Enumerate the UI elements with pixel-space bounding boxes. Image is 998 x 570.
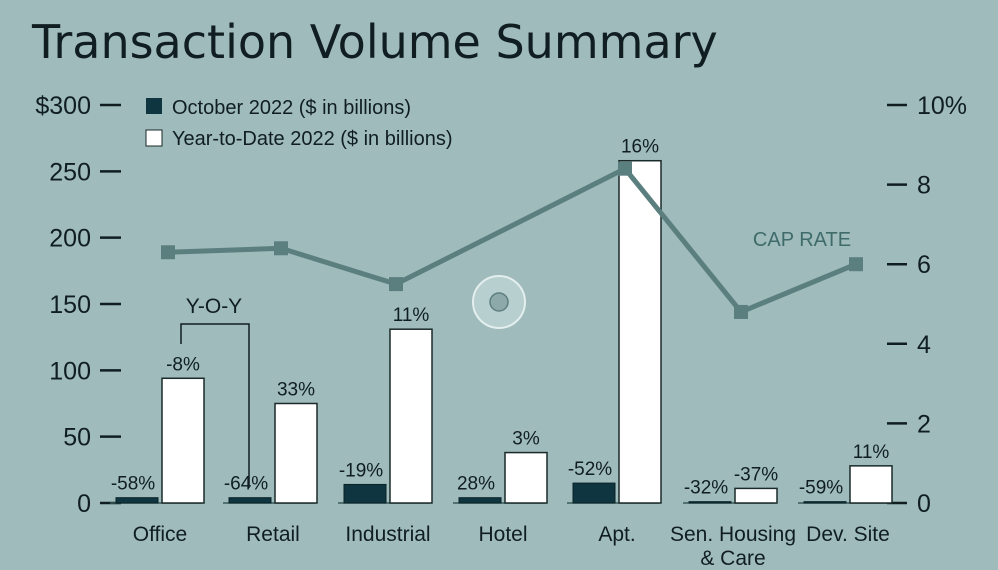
y-right-tick-label: 4 [917, 331, 931, 359]
y-right-tick-label: 0 [917, 490, 931, 518]
chart-title: Transaction Volume Summary [31, 15, 718, 69]
yoy-annotation-label: Y-O-Y [186, 295, 242, 318]
cap-rate-no-data-dot [489, 292, 509, 312]
cap-rate-point [734, 304, 748, 319]
cap-rate-line-group: CAP RATE [161, 161, 863, 329]
bar-october [458, 497, 502, 504]
y-left-tick-label: $300 [35, 92, 91, 120]
legend-swatch-ytd [145, 129, 163, 147]
yoy-bracket [180, 323, 250, 488]
category-label: Office [133, 523, 187, 546]
legend-label-october: October 2022 ($ in billions) [172, 97, 411, 119]
bar-october-yoy-label: -58% [111, 474, 155, 495]
legend-swatch-october [146, 98, 162, 114]
category-label: Dev. Site [806, 523, 890, 546]
cap-rate-point [161, 245, 175, 260]
y-left-tick-label: 250 [49, 158, 91, 186]
cap-rate-point [849, 257, 863, 272]
y-left-tick-label: 50 [63, 424, 91, 452]
bar-ytd [389, 328, 433, 504]
y-right-tick-label: 8 [917, 172, 931, 200]
bar-ytd-yoy-label: 11% [393, 305, 430, 326]
bar-ytd-yoy-label: 33% [277, 380, 315, 401]
category-label: Hotel [478, 523, 527, 546]
bar-ytd [504, 451, 548, 504]
category-label: Retail [246, 523, 300, 546]
bar-ytd-yoy-label: 11% [853, 442, 890, 463]
y-right-tick-label: 6 [917, 251, 931, 279]
bar-october [343, 483, 387, 504]
bar-ytd [618, 159, 662, 504]
y-left-tick-label: 150 [49, 291, 91, 319]
category-label: Sen. Housing [670, 523, 796, 546]
bar-ytd-yoy-label: -8% [166, 354, 200, 375]
y-left-tick-label: 0 [77, 490, 91, 518]
bar-ytd [734, 487, 778, 504]
category-label: Industrial [345, 523, 430, 546]
annotations-group: Y-O-Y [180, 295, 250, 488]
y-left-tick-label: 200 [49, 225, 91, 253]
bar-october [572, 482, 616, 504]
category-label: Apt. [598, 523, 635, 546]
y-right-tick-label: 2 [917, 410, 931, 438]
bar-october [228, 497, 272, 504]
y-left-tick-label: 100 [49, 357, 91, 385]
cap-rate-label: CAP RATE [753, 229, 851, 251]
bar-ytd [161, 377, 205, 504]
bar-october-yoy-label: -52% [568, 459, 612, 480]
cap-rate-point [618, 161, 632, 176]
bar-october [803, 501, 847, 504]
cap-rate-point [274, 241, 288, 256]
legend: October 2022 ($ in billions) Year-to-Date… [145, 97, 453, 150]
axes-group: $300 250 200 150 100 50 0 10% 8 6 4 2 0 [35, 92, 967, 518]
bar-october-yoy-label: -64% [224, 474, 268, 495]
bar-october [688, 501, 732, 504]
bar-october-yoy-label: -59% [799, 478, 843, 499]
bar-ytd-yoy-label: 3% [512, 429, 540, 450]
bar-ytd-yoy-label: 16% [621, 137, 659, 158]
legend-label-ytd: Year-to-Date 2022 ($ in billions) [172, 128, 453, 150]
cap-rate-point [389, 277, 403, 292]
y-right-tick-label: 10% [917, 92, 967, 120]
bar-october [115, 497, 159, 504]
bar-ytd [274, 402, 318, 504]
bar-ytd [849, 465, 893, 504]
category-label: & Care [700, 547, 765, 570]
bar-october-yoy-label: -32% [684, 478, 728, 499]
cap-rate-line [167, 165, 857, 315]
bar-october-yoy-label: -19% [339, 460, 383, 481]
bar-october-yoy-label: 28% [457, 474, 495, 495]
bars-group: -58% -8% Office -64% 33% Retail -19% 11% Industr… [110, 137, 893, 570]
bar-ytd-yoy-label: -37% [734, 464, 778, 485]
